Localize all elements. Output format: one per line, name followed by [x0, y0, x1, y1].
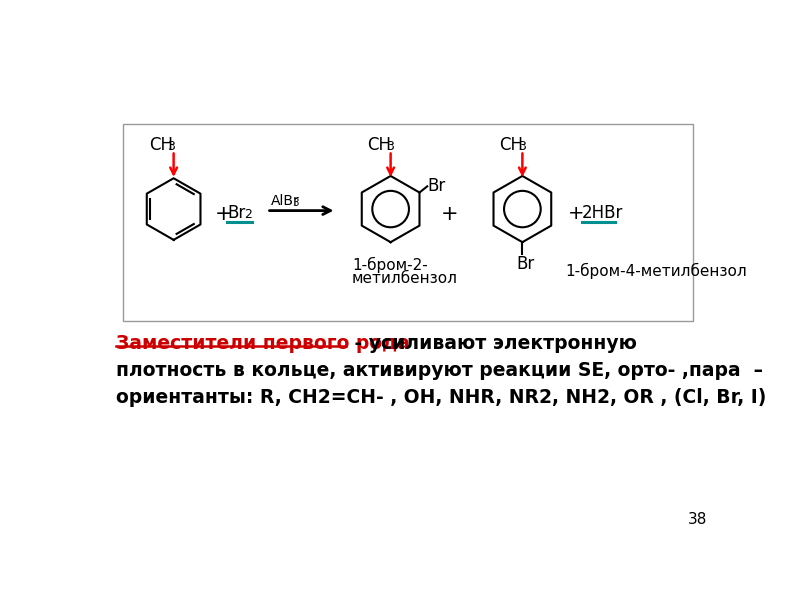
Text: - усиливают электронную: - усиливают электронную [348, 334, 637, 353]
Text: 1-бром-2-: 1-бром-2- [352, 257, 428, 273]
Text: 3: 3 [386, 140, 394, 153]
Text: ориентанты: R, CH2=CH- , OH, NHR, NR2, NH2, OR , (Cl, Br, I): ориентанты: R, CH2=CH- , OH, NHR, NR2, N… [115, 388, 766, 407]
Text: CH: CH [367, 136, 391, 154]
Text: 3: 3 [518, 140, 526, 153]
Text: 1-бром-4-метилбензол: 1-бром-4-метилбензол [565, 263, 746, 279]
Text: метилбензол: метилбензол [352, 271, 458, 286]
Text: +: + [441, 205, 458, 224]
Text: +: + [568, 205, 585, 223]
Text: Заместители первого рода: Заместители первого рода [115, 334, 410, 353]
Text: +: + [214, 205, 232, 224]
Text: 3: 3 [292, 197, 299, 208]
Text: 3: 3 [167, 140, 175, 153]
Text: 2: 2 [244, 208, 252, 221]
Text: CH: CH [499, 136, 523, 154]
Text: Br: Br [516, 255, 534, 273]
FancyBboxPatch shape [123, 124, 693, 321]
Text: 38: 38 [687, 512, 707, 527]
Text: AlBr: AlBr [270, 194, 299, 208]
Text: плотность в кольце, активируют реакции SE, орто- ,пара  –: плотность в кольце, активируют реакции S… [115, 361, 762, 380]
Text: CH: CH [149, 136, 173, 154]
Text: 2HBr: 2HBr [582, 205, 623, 223]
Text: Br: Br [227, 205, 246, 223]
Text: Br: Br [427, 177, 446, 195]
